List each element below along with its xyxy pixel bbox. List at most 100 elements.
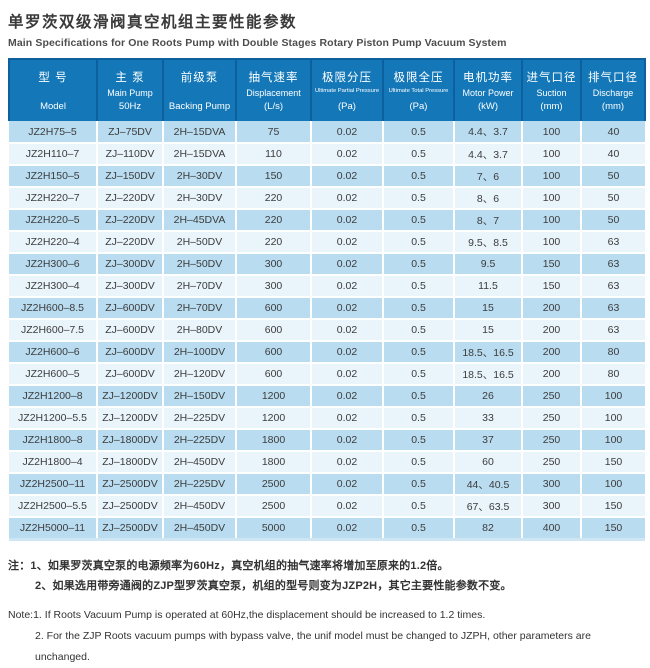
column-label-zh: 排气口径 (588, 72, 638, 84)
table-cell: 82 (453, 516, 522, 539)
table-cell: 150 (580, 450, 645, 473)
table-cell: 1200 (235, 384, 311, 407)
table-row: JZ2H1200–8 ZJ–1200DV 2H–150DV 1200 0.02 0.5 26… (9, 384, 645, 407)
table-cell: 2H–225DV (162, 428, 236, 451)
table-cell: 2H–120DV (162, 362, 236, 385)
table-cell: 1800 (235, 428, 311, 451)
table-cell: JZ2H1800–4 (9, 450, 97, 473)
table-cell: 80 (580, 362, 645, 385)
table-cell: 5000 (235, 516, 311, 539)
table-cell: 2500 (235, 472, 311, 495)
table-cell: ZJ–220DV (96, 186, 163, 209)
table-cell: 37 (453, 428, 522, 451)
table-cell: ZJ–600DV (96, 296, 163, 319)
table-cell: ZJ–2500DV (96, 516, 163, 539)
table-cell: 2H–100DV (162, 340, 236, 363)
table-cell: 8、7 (453, 208, 522, 231)
table-cell: 400 (521, 516, 581, 539)
table-cell: 300 (521, 494, 581, 517)
column-label-sub: (L/s) (264, 101, 283, 112)
page-title: 单罗茨双级滑阀真空机组主要性能参数 (8, 14, 298, 31)
table-cell: JZ2H2500–11 (9, 472, 97, 495)
table-row: JZ2H75–5 ZJ–75DV 2H–15DVA 75 0.02 0.5 4.4、3.7 1… (9, 121, 645, 143)
table-cell: 250 (521, 406, 581, 429)
column-label-zh: 前级泵 (180, 72, 219, 84)
table-cell: 200 (521, 296, 581, 319)
table-cell: 0.02 (310, 252, 383, 275)
column-header-total-pressure: 极限全压 Ultimate Total Pressure (Pa) (382, 58, 455, 121)
table-cell: 15 (453, 296, 522, 319)
spec-table: 型 号 Model 主 泵 Main Pump 50Hz 前级泵 (8, 58, 646, 541)
table-cell: JZ2H220–7 (9, 186, 97, 209)
table-cell: 150 (521, 274, 581, 297)
column-label-en: Suction (536, 88, 567, 98)
table-header: 型 号 Model 主 泵 Main Pump 50Hz 前级泵 (8, 58, 646, 121)
table-cell: 2H–50DV (162, 252, 236, 275)
table-cell: 2H–50DV (162, 230, 236, 253)
table-cell: 200 (521, 340, 581, 363)
table-cell: ZJ–1200DV (96, 406, 163, 429)
table-cell: ZJ–1800DV (96, 428, 163, 451)
table-cell: 0.5 (382, 472, 454, 495)
table-cell: JZ2H600–5 (9, 362, 97, 385)
column-label-sub: Model (40, 101, 66, 112)
column-label-sub: Backing Pump (168, 101, 231, 112)
table-cell: 2H–30DV (162, 186, 236, 209)
table-cell: 4.4、3.7 (453, 121, 522, 143)
table-cell: JZ2H1200–5.5 (9, 406, 97, 429)
table-cell: 26 (453, 384, 522, 407)
notes-english: Note:1. If Roots Vacuum Pump is operated… (8, 605, 642, 668)
table-cell: JZ2H300–6 (9, 252, 97, 275)
column-header-main-pump: 主 泵 Main Pump 50Hz (96, 58, 164, 121)
table-cell: 0.5 (382, 142, 454, 165)
table-cell: 0.5 (382, 296, 454, 319)
table-cell: 40 (580, 121, 645, 143)
table-cell: ZJ–110DV (96, 142, 163, 165)
table-cell: ZJ–2500DV (96, 472, 163, 495)
table-cell: 0.5 (382, 186, 454, 209)
table-cell: JZ2H600–8.5 (9, 296, 97, 319)
table-cell: JZ2H600–7.5 (9, 318, 97, 341)
table-cell: 0.02 (310, 274, 383, 297)
table-cell: 600 (235, 362, 311, 385)
table-row: JZ2H5000–11 ZJ–2500DV 2H–450DV 5000 0.02 0.5 8… (9, 516, 645, 539)
table-cell: 2H–450DV (162, 494, 236, 517)
table-cell: 2H–150DV (162, 384, 236, 407)
table-cell: 2H–225DV (162, 472, 236, 495)
table-cell: 0.02 (310, 164, 383, 187)
table-cell: 100 (580, 384, 645, 407)
column-label-sub: (kW) (477, 101, 499, 112)
table-cell: 220 (235, 230, 311, 253)
table-cell: 18.5、16.5 (453, 362, 522, 385)
table-cell: 0.5 (382, 516, 454, 539)
table-cell: 9.5、8.5 (453, 230, 522, 253)
table-row: JZ2H1800–8 ZJ–1800DV 2H–225DV 1800 0.02 0.5 37… (9, 428, 645, 451)
column-label-sub: (Pa) (338, 101, 356, 112)
table-cell: 2H–80DV (162, 318, 236, 341)
table-cell: 63 (580, 274, 645, 297)
notes-chinese: 注：1、如果罗茨真空泵的电源频率为60Hz，真空机组的抽气速率将增加至原来的1.… (8, 556, 642, 597)
table-row: JZ2H220–4 ZJ–220DV 2H–50DV 220 0.02 0.5 9.5、8.… (9, 230, 645, 253)
table-cell: 0.02 (310, 406, 383, 429)
table-row: JZ2H110–7 ZJ–110DV 2H–15DVA 110 0.02 0.5 4.4、3… (9, 142, 645, 165)
table-cell: 100 (521, 208, 581, 231)
table-cell: 0.02 (310, 450, 383, 473)
table-row: JZ2H150–5 ZJ–150DV 2H–30DV 150 0.02 0.5 7、6 100… (9, 164, 645, 187)
table-cell: 63 (580, 252, 645, 275)
table-cell: 0.02 (310, 428, 383, 451)
table-cell: 0.5 (382, 318, 454, 341)
table-cell: 0.5 (382, 362, 454, 385)
column-header-suction: 进气口径 Suction (mm) (521, 58, 582, 121)
table-cell: 2H–45DVA (162, 208, 236, 231)
table-cell: ZJ–600DV (96, 340, 163, 363)
table-cell: 250 (521, 428, 581, 451)
table-cell: JZ2H110–7 (9, 142, 97, 165)
table-row: JZ2H600–8.5 ZJ–600DV 2H–70DV 600 0.02 0.5 15 20… (9, 296, 645, 319)
table-cell: 0.5 (382, 406, 454, 429)
table-cell: 300 (235, 252, 311, 275)
table-cell: 0.02 (310, 494, 383, 517)
column-label-sub: 50Hz (118, 101, 142, 112)
column-header-partial-pressure: 极限分压 Ultimate Partial Pressure (Pa) (310, 58, 384, 121)
table-cell: 60 (453, 450, 522, 473)
table-cell: 0.5 (382, 494, 454, 517)
